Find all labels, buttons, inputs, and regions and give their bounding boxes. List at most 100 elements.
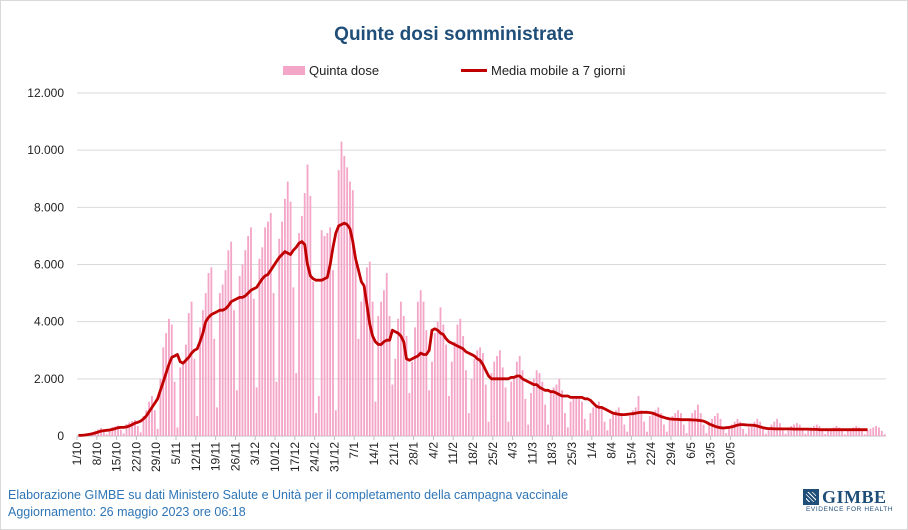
x-tick-label: 22/10 — [129, 442, 143, 472]
x-tick-label: 21/1 — [387, 442, 401, 466]
bar — [252, 298, 255, 436]
x-tick-label: 12/11 — [189, 442, 203, 471]
bar — [354, 258, 357, 436]
bar — [674, 413, 677, 436]
bar — [405, 335, 408, 436]
bar — [388, 315, 391, 436]
bar — [481, 353, 484, 436]
bar — [742, 428, 745, 436]
bar — [668, 418, 671, 436]
bar — [193, 358, 196, 436]
bar — [317, 395, 320, 436]
bar — [479, 347, 482, 436]
bar — [122, 433, 125, 436]
bar — [269, 213, 272, 436]
bar — [564, 413, 566, 436]
bar — [829, 428, 832, 436]
bar — [323, 235, 326, 436]
bar — [575, 395, 578, 436]
bar — [114, 426, 117, 436]
legend-item-media-mobile: Media mobile a 7 giorni — [461, 63, 625, 78]
bar — [790, 425, 793, 436]
bar — [504, 387, 507, 436]
footer-updated: Aggiornamento: 26 maggio 2023 ore 06:18 — [8, 505, 246, 519]
x-tick-label: 8/10 — [90, 442, 104, 466]
bar — [810, 427, 812, 436]
bar — [190, 301, 193, 436]
bar — [397, 318, 399, 436]
bar — [730, 424, 733, 436]
bar — [128, 422, 131, 436]
bar — [470, 378, 473, 436]
bar — [680, 413, 682, 436]
x-tick-label: 3/12 — [248, 442, 262, 466]
bar — [156, 428, 159, 436]
bar — [179, 367, 182, 436]
bar — [199, 327, 201, 436]
bar — [371, 301, 374, 436]
bar — [561, 390, 564, 436]
bar — [654, 410, 657, 436]
bar — [357, 338, 360, 436]
bar — [770, 424, 773, 436]
logo-name: GIMBE — [822, 487, 887, 507]
bar — [213, 338, 216, 436]
logo-mark-icon — [803, 489, 819, 505]
bar — [609, 418, 612, 436]
bar — [660, 413, 663, 436]
bar — [827, 430, 829, 436]
bar — [733, 421, 736, 436]
bar — [640, 410, 643, 436]
bar — [399, 301, 402, 436]
bar — [606, 430, 609, 436]
bar — [767, 427, 770, 436]
bar — [572, 398, 575, 436]
bar — [168, 318, 170, 436]
bar — [688, 418, 691, 436]
legend-label-quinta-dose: Quinta dose — [309, 63, 380, 78]
y-tick-label: 6.000 — [34, 258, 64, 272]
bar — [374, 401, 377, 436]
bar — [275, 381, 278, 436]
bar — [125, 423, 128, 436]
bar — [620, 413, 623, 436]
bar — [699, 413, 702, 436]
bar — [807, 428, 810, 436]
bar — [739, 421, 742, 436]
bar — [875, 425, 878, 436]
bar — [241, 264, 244, 436]
bar — [510, 381, 513, 436]
bar — [227, 250, 230, 436]
bar — [119, 429, 122, 436]
bar — [872, 427, 875, 436]
bar — [617, 407, 620, 436]
bar — [861, 430, 863, 436]
bar — [465, 370, 467, 436]
bar — [863, 434, 866, 436]
bar — [264, 227, 267, 436]
bar — [694, 410, 696, 436]
chart-title: Quinte dosi somministrate — [334, 24, 574, 45]
bar — [131, 421, 134, 436]
y-tick-label: 0 — [57, 429, 64, 443]
bar — [634, 407, 637, 436]
bar — [776, 418, 779, 436]
x-tick-label: 8/4 — [605, 442, 619, 459]
bar — [524, 398, 527, 436]
bar — [148, 401, 151, 436]
bar — [711, 418, 713, 436]
bar — [233, 310, 235, 436]
x-tick-label: 11/2 — [446, 442, 460, 465]
bar — [821, 430, 824, 436]
bar — [518, 355, 521, 436]
bar — [866, 430, 869, 436]
bar — [646, 431, 648, 436]
bar — [728, 427, 730, 436]
bar — [671, 415, 674, 436]
bar — [368, 261, 371, 436]
bar — [578, 398, 581, 436]
bar — [880, 430, 883, 436]
x-tick-label: 6/5 — [684, 442, 698, 459]
bar — [532, 378, 535, 436]
